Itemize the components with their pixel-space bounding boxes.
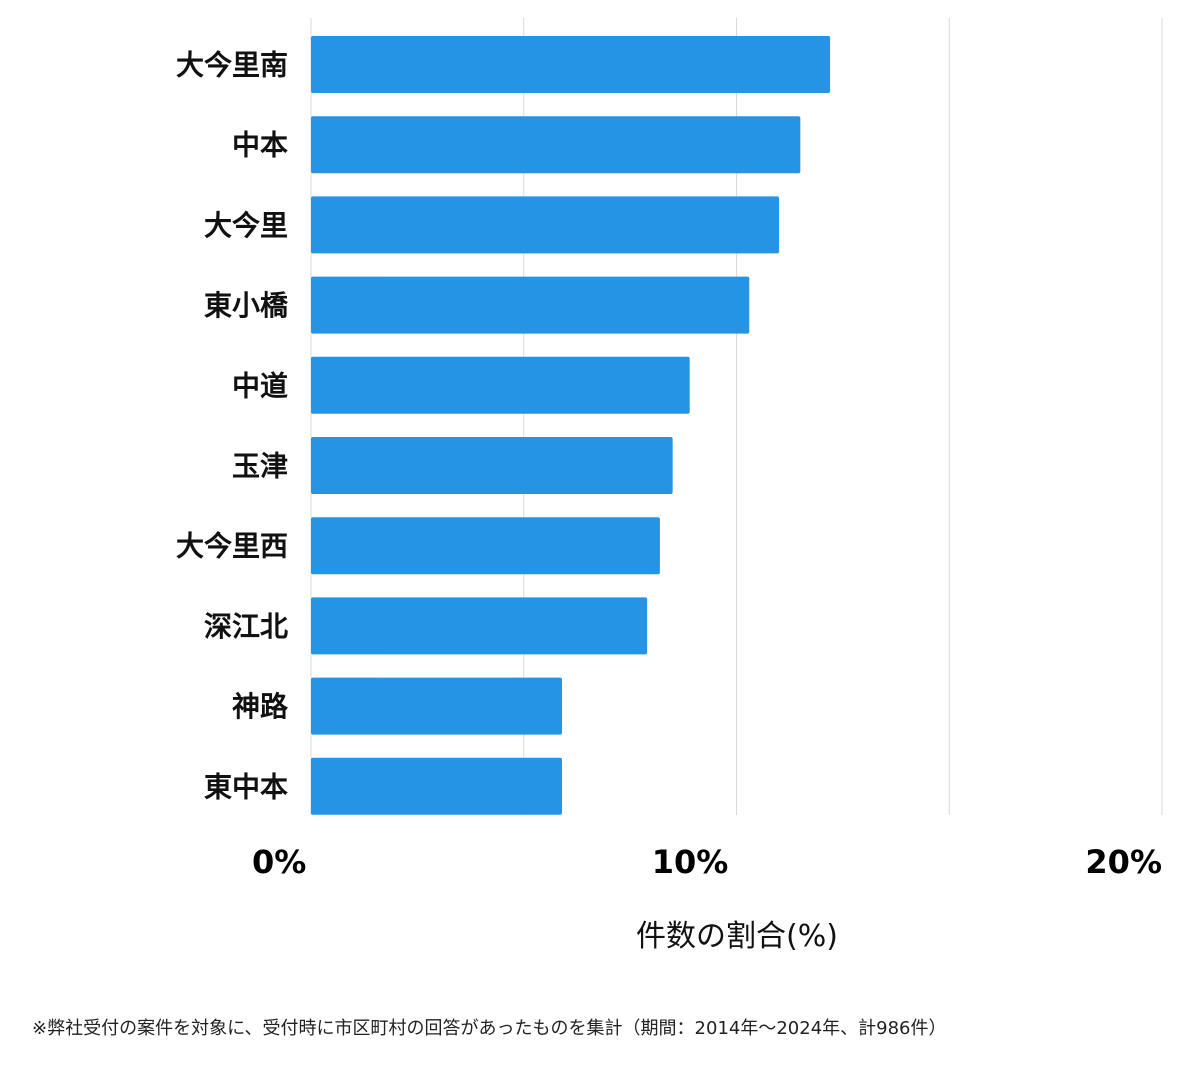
category-label: 大今里 — [204, 209, 288, 242]
category-label: 大今里西 — [176, 530, 288, 563]
bar — [311, 757, 563, 815]
bar — [311, 437, 673, 494]
category-label: 中道 — [232, 369, 288, 402]
bar — [311, 597, 648, 655]
category-label: 中本 — [232, 129, 288, 162]
bar — [311, 36, 831, 93]
bar — [311, 116, 801, 174]
x-tick-labels: 0% 10% 20% — [252, 843, 1162, 881]
bar — [311, 356, 690, 414]
x-tick-label: 0% — [252, 843, 306, 881]
category-label: 玉津 — [232, 450, 288, 483]
footnote: ※弊社受付の案件を対象に、受付時に市区町村の回答があったものを集計（期間：201… — [32, 1018, 947, 1039]
category-label: 東中本 — [204, 770, 288, 803]
x-axis-title: 件数の割合(%) — [636, 919, 838, 954]
x-tick-label: 10% — [652, 843, 729, 881]
category-label: 東小橋 — [204, 289, 289, 322]
category-label: 大今里南 — [176, 49, 288, 82]
bar — [311, 517, 660, 575]
category-label: 深江北 — [204, 610, 288, 643]
bar — [311, 677, 563, 735]
bars — [311, 36, 831, 815]
x-tick-label: 20% — [1085, 843, 1162, 881]
bar — [311, 196, 780, 254]
category-label: 神路 — [232, 690, 289, 723]
bar — [311, 276, 750, 334]
